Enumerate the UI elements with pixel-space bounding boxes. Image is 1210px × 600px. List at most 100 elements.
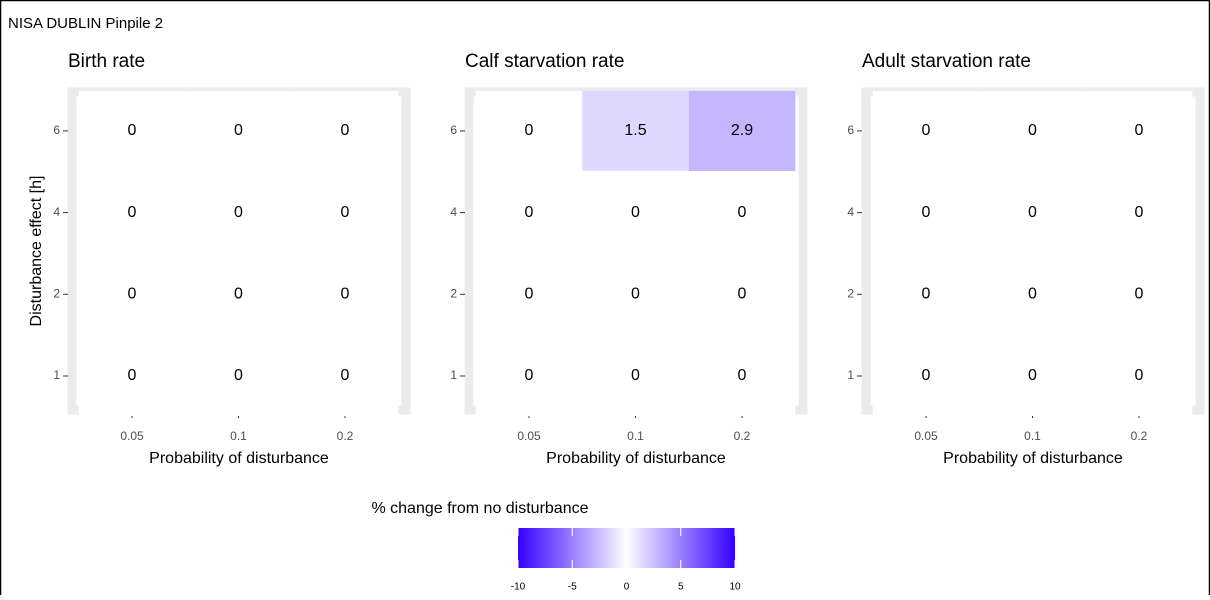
cell-label: 0 [525, 367, 534, 384]
cell-label: 0 [234, 367, 243, 384]
cell-label: 0 [922, 122, 931, 139]
cell-label: 0 [922, 204, 931, 221]
cell-label: 0 [128, 286, 137, 303]
cell-label: 0 [234, 286, 243, 303]
y-tick-label: 1 [53, 368, 60, 382]
heat-tile [475, 172, 583, 253]
heat-tile [688, 90, 796, 171]
heat-tile [78, 90, 186, 171]
y-tick-label: 6 [847, 123, 854, 137]
x-tick-label: 0.05 [120, 429, 144, 443]
heat-tile [475, 336, 583, 416]
y-tick-label: 1 [450, 368, 457, 382]
x-tick-label: 0.2 [734, 429, 751, 443]
heat-tile [688, 336, 796, 416]
cell-label: 0 [631, 367, 640, 384]
x-tick-label: 0.05 [517, 429, 541, 443]
y-axis-title: Disturbance effect [h] [28, 176, 45, 327]
heat-tile [979, 90, 1086, 171]
heat-tile [979, 172, 1086, 253]
heat-tile [582, 90, 689, 171]
cell-label: 0 [922, 286, 931, 303]
heat-tile [291, 90, 399, 171]
heat-tile [475, 90, 583, 171]
cell-label: 0 [128, 367, 137, 384]
colorbar-tick-label: 0 [624, 582, 630, 593]
cell-label: 0 [525, 122, 534, 139]
heat-tile [688, 254, 796, 335]
heat-tile [688, 172, 796, 253]
heat-tile [582, 254, 689, 335]
y-tick-label: 6 [450, 123, 457, 137]
cell-label: 0 [234, 204, 243, 221]
cell-label: 0 [341, 367, 350, 384]
heat-tile [1085, 172, 1193, 253]
cell-label: 0 [922, 367, 931, 384]
cell-label: 0 [341, 204, 350, 221]
heat-tile [979, 336, 1086, 416]
cell-label: 0 [1028, 367, 1037, 384]
cell-label: 0 [1028, 122, 1037, 139]
legend-title: % change from no disturbance [371, 500, 588, 517]
cell-label: 0 [1135, 122, 1144, 139]
cell-label: 2.9 [731, 122, 753, 139]
heat-tile [185, 172, 292, 253]
heat-tile [872, 90, 980, 171]
heat-tile [78, 254, 186, 335]
heat-tile [582, 172, 689, 253]
cell-label: 0 [341, 286, 350, 303]
colorbar-tick-label: -5 [568, 582, 577, 593]
heat-tile [185, 90, 292, 171]
panel-title: Calf starvation rate [465, 51, 624, 72]
cell-label: 1.5 [624, 122, 646, 139]
heat-tile [291, 254, 399, 335]
x-axis-title: Probability of disturbance [149, 450, 329, 467]
heat-tile [872, 254, 980, 335]
cell-label: 0 [128, 122, 137, 139]
heat-tile [291, 172, 399, 253]
panel-title: Birth rate [68, 51, 145, 72]
heat-tile [1085, 254, 1193, 335]
x-axis-title: Probability of disturbance [546, 450, 726, 467]
cell-label: 0 [631, 286, 640, 303]
x-axis-title: Probability of disturbance [943, 450, 1123, 467]
x-tick-label: 0.05 [914, 429, 938, 443]
y-tick-label: 4 [53, 205, 60, 219]
cell-label: 0 [1135, 286, 1144, 303]
cell-label: 0 [1028, 286, 1037, 303]
page-title: NISA DUBLIN Pinpile 2 [8, 15, 163, 32]
cell-label: 0 [738, 286, 747, 303]
heat-tile [78, 172, 186, 253]
cell-label: 0 [1135, 367, 1144, 384]
x-tick-label: 0.2 [337, 429, 354, 443]
y-tick-label: 2 [450, 286, 457, 300]
y-tick-label: 4 [847, 205, 854, 219]
cell-label: 0 [341, 122, 350, 139]
y-tick-label: 2 [847, 286, 854, 300]
panel-title: Adult starvation rate [862, 51, 1031, 72]
cell-label: 0 [234, 122, 243, 139]
heat-tile [475, 254, 583, 335]
heat-tile [872, 336, 980, 416]
heat-tile [582, 336, 689, 416]
cell-label: 0 [525, 204, 534, 221]
colorbar-tick-label: 10 [729, 582, 741, 593]
heat-tile [185, 254, 292, 335]
cell-label: 0 [631, 204, 640, 221]
heat-tile [1085, 336, 1193, 416]
cell-label: 0 [738, 204, 747, 221]
heat-tile [872, 172, 980, 253]
cell-label: 0 [525, 286, 534, 303]
y-tick-label: 4 [450, 205, 457, 219]
x-tick-label: 0.1 [230, 429, 247, 443]
y-tick-label: 2 [53, 286, 60, 300]
colorbar-tick-label: 5 [678, 582, 684, 593]
x-tick-label: 0.1 [1024, 429, 1041, 443]
heat-tile [1085, 90, 1193, 171]
heat-tile [979, 254, 1086, 335]
heat-tile [291, 336, 399, 416]
heat-tile [185, 336, 292, 416]
cell-label: 0 [1135, 204, 1144, 221]
